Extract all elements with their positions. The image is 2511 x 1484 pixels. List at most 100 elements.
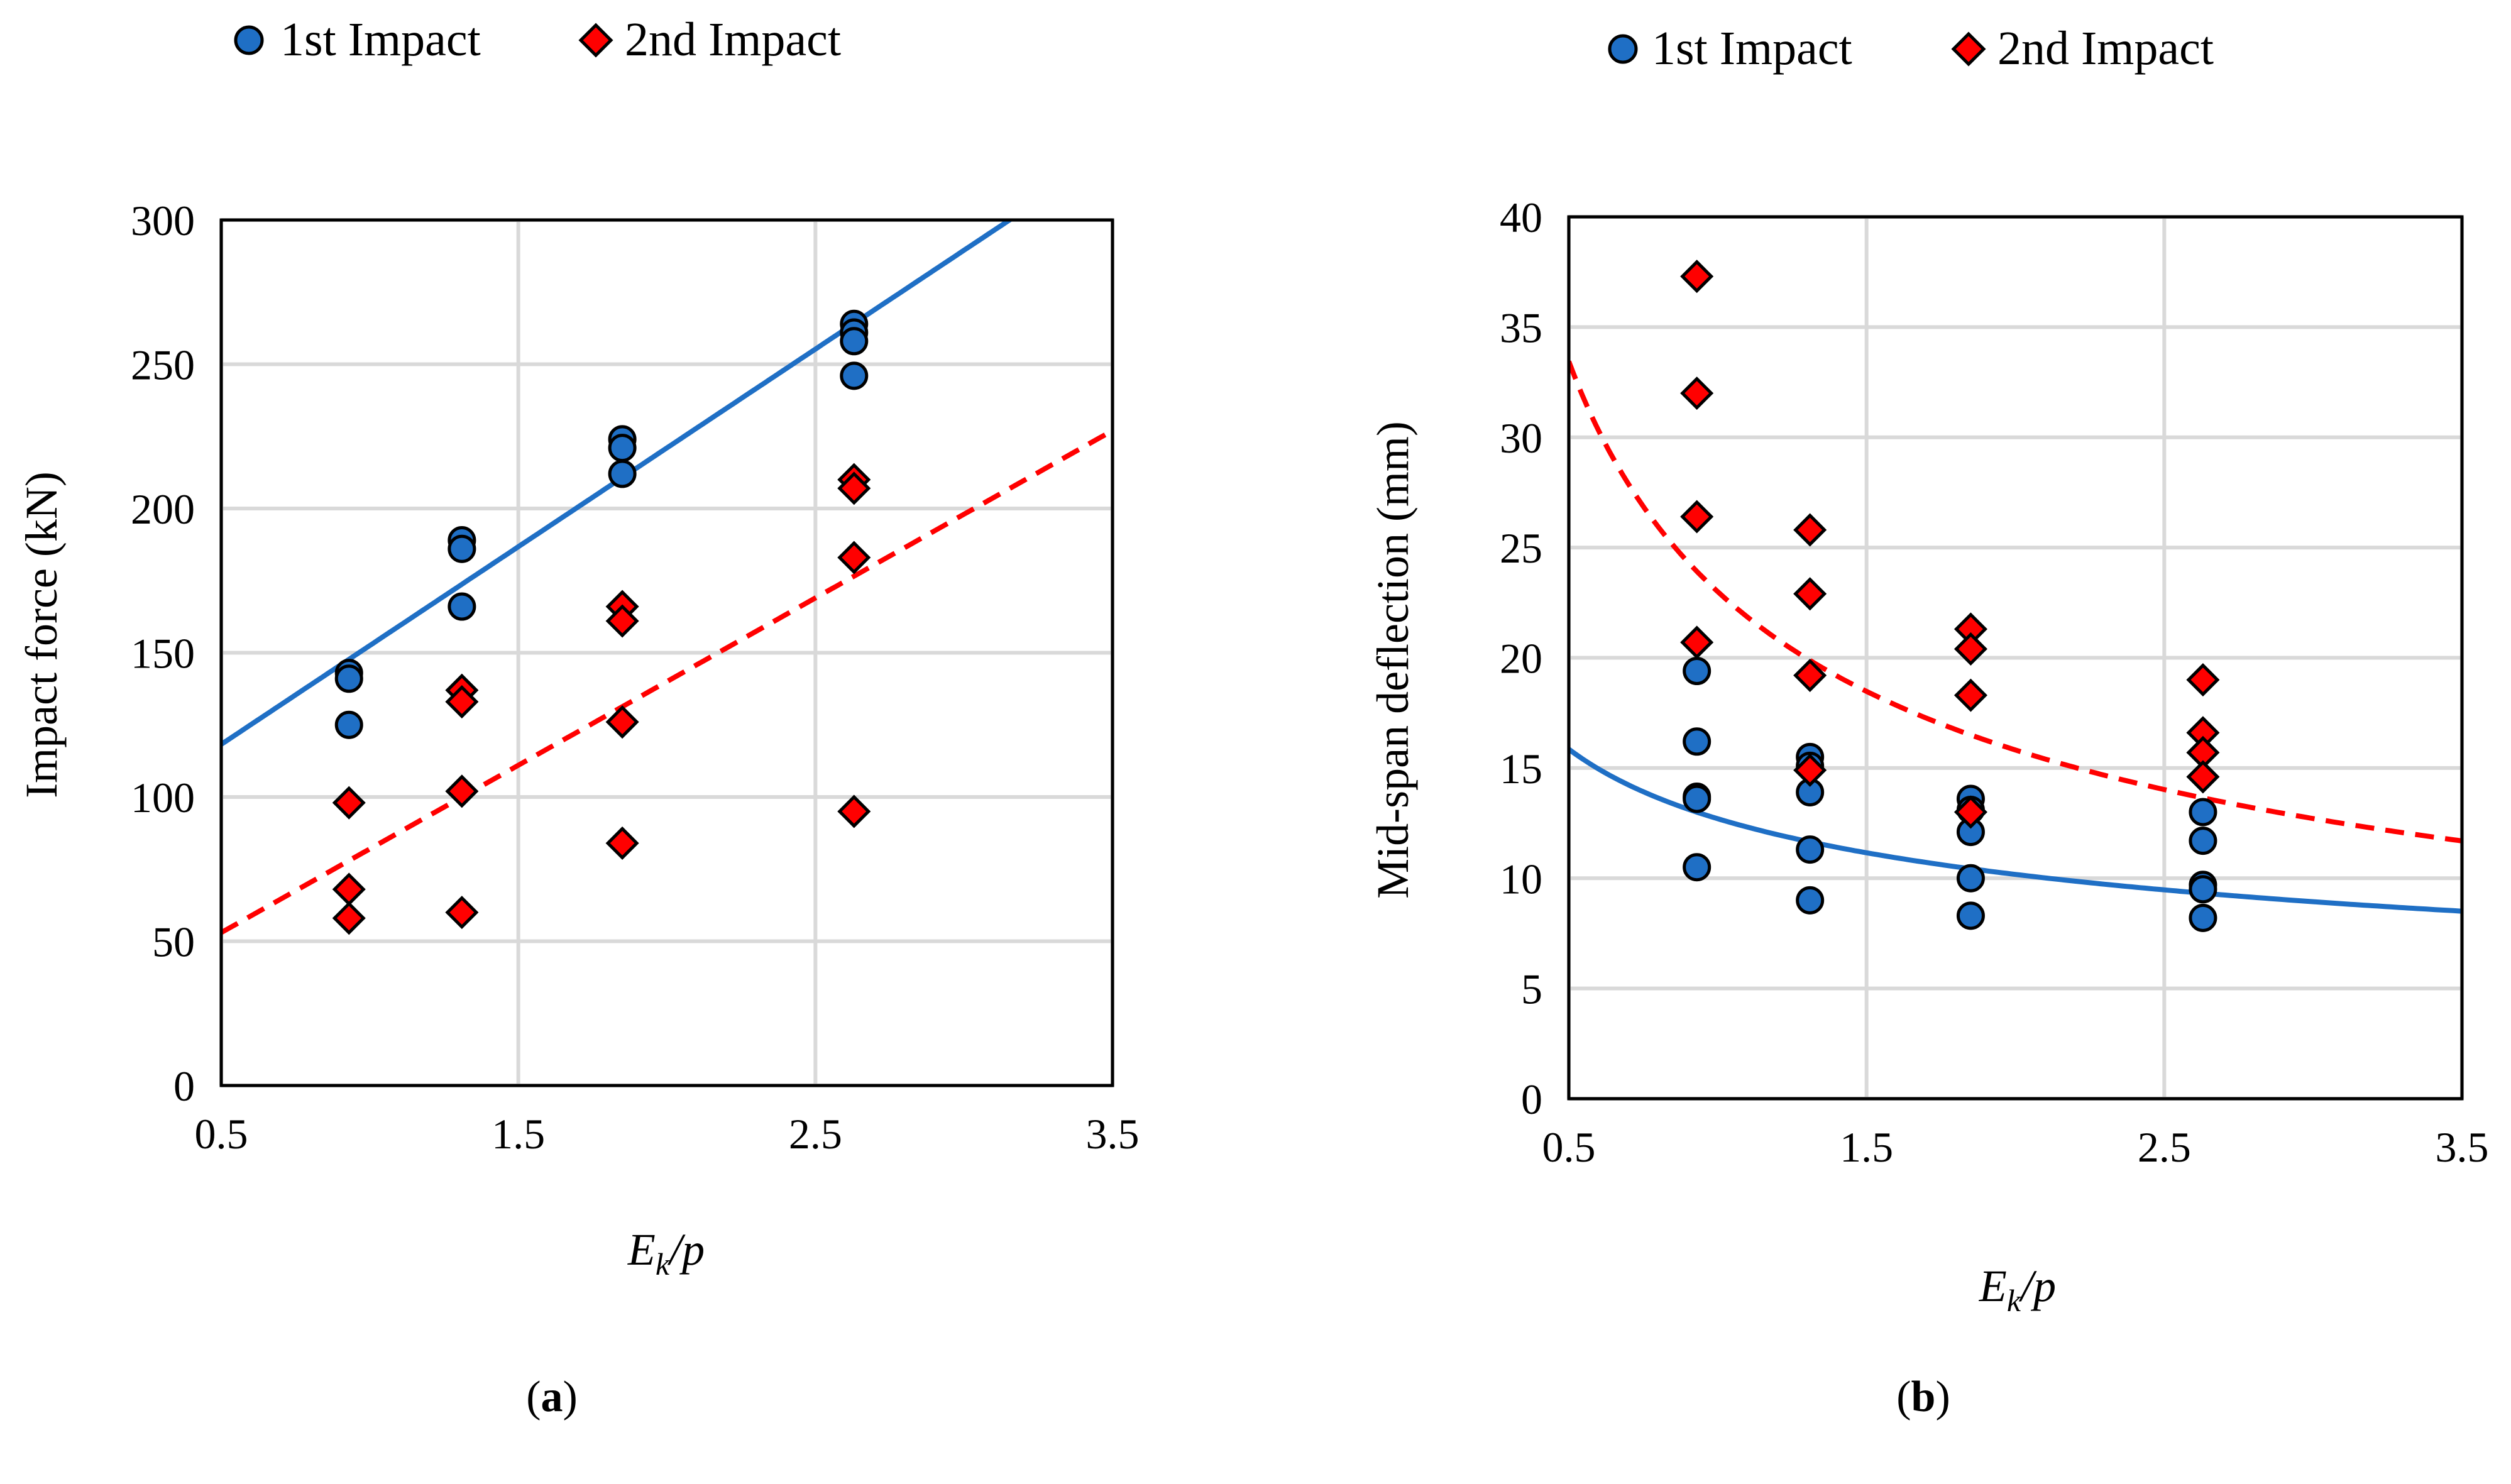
y-axis-label-a: Impact force (kN) <box>16 471 67 798</box>
y-tick-label: 25 <box>1500 524 1542 572</box>
legend-label-2nd-impact-b: 2nd Impact <box>1997 22 2214 75</box>
x-tick-label: 1.5 <box>492 1110 545 1158</box>
legend-marker-2nd-impact <box>578 23 613 58</box>
point-1st-impact <box>840 361 869 390</box>
y-axis-label-b: Mid-span deflection (mm) <box>1368 421 1418 899</box>
point-1st-impact <box>2189 798 2217 827</box>
point-1st-impact <box>334 710 363 739</box>
chart-panel-a: 1st Impact 2nd Impact 0.5 1.5 2.5 3.5 0 50 100… <box>16 13 1140 1421</box>
legend-label-1st-impact: 1st Impact <box>280 13 481 66</box>
point-1st-impact <box>1683 657 1712 686</box>
caption-b: (b) <box>1896 1373 1950 1421</box>
point-2nd-impact <box>1953 795 1987 829</box>
point-2nd-impact <box>332 786 366 820</box>
trendline-2nd-impact <box>1569 360 2462 844</box>
point-2nd-impact <box>445 684 479 719</box>
point-2nd-impact <box>1680 500 1714 534</box>
y-tick-label: 40 <box>1500 194 1542 241</box>
point-2nd-impact <box>837 471 871 505</box>
x-axis-label-a: Ek/p <box>627 1224 705 1282</box>
trendline-1st-impact <box>221 220 1014 747</box>
point-2nd-impact <box>1953 632 1987 666</box>
x-axis-label-sub-b: k <box>2007 1283 2021 1318</box>
plot-frame-b <box>1567 215 2464 1101</box>
y-tick-label: 300 <box>131 197 195 245</box>
point-1st-impact <box>1683 853 1712 882</box>
x-tick-label: 1.5 <box>1840 1123 1893 1171</box>
legend-marker-2nd-impact-b <box>1951 31 1986 67</box>
point-1st-impact <box>1683 784 1712 813</box>
y-tick-label: 100 <box>131 774 195 822</box>
point-2nd-impact <box>332 872 366 906</box>
caption-close-a: ) <box>563 1373 578 1421</box>
legend-b: 1st Impact 2nd Impact <box>1608 22 2214 75</box>
x-axis-label-main-a: E <box>627 1224 656 1275</box>
point-1st-impact <box>2189 827 2217 855</box>
y-tick-label: 200 <box>131 485 195 533</box>
x-axis-label-tail-a: /p <box>667 1224 705 1275</box>
point-1st-impact <box>1796 886 1825 915</box>
point-2nd-impact <box>837 541 871 574</box>
point-2nd-impact <box>1953 678 1987 712</box>
trendline-1st-impact <box>1569 747 2462 914</box>
point-2nd-impact <box>1680 625 1714 659</box>
point-1st-impact <box>608 434 637 463</box>
point-1st-impact <box>448 534 476 563</box>
caption-letter-a: a <box>541 1373 563 1421</box>
legend-label-1st-impact-b: 1st Impact <box>1652 22 1852 75</box>
point-2nd-impact <box>2186 663 2220 697</box>
point-2nd-impact <box>1793 659 1827 693</box>
y-tick-label: 5 <box>1521 965 1542 1013</box>
point-1st-impact <box>840 327 869 356</box>
caption-close-b: ) <box>1935 1373 1950 1421</box>
point-1st-impact <box>334 664 363 693</box>
point-2nd-impact <box>1793 577 1827 611</box>
point-1st-impact <box>2189 903 2217 932</box>
data-points-a <box>332 309 871 935</box>
legend-marker-1st-impact-b <box>1608 34 1638 64</box>
plot-frame-a <box>219 218 1114 1087</box>
x-axis-label-tail-b: /p <box>2018 1261 2056 1311</box>
y-tick-label: 30 <box>1500 414 1542 462</box>
trendlines-a <box>221 220 1113 935</box>
x-axis-label-main-b: E <box>1979 1261 2007 1311</box>
tick-labels-b: 0.5 1.5 2.5 3.5 0 5 10 15 20 25 30 35 40 <box>1500 194 2489 1171</box>
x-axis-label-sub-a: k <box>656 1246 670 1282</box>
x-tick-label: 0.5 <box>1542 1123 1596 1171</box>
point-2nd-impact <box>332 901 366 935</box>
y-tick-label: 250 <box>131 341 195 389</box>
y-tick-label: 20 <box>1500 635 1542 683</box>
caption-a: (a) <box>526 1373 578 1421</box>
y-tick-label: 50 <box>152 918 195 966</box>
caption-open-b: ( <box>1896 1373 1911 1421</box>
data-points-b <box>1680 260 2220 932</box>
point-1st-impact <box>608 459 637 488</box>
point-1st-impact <box>448 592 476 621</box>
tick-labels-a: 0.5 1.5 2.5 3.5 0 50 100 150 200 250 300 <box>131 197 1140 1158</box>
y-tick-label: 0 <box>173 1062 195 1110</box>
legend-label-2nd-impact: 2nd Impact <box>625 13 841 66</box>
y-tick-label: 10 <box>1500 855 1542 903</box>
y-tick-label: 15 <box>1500 745 1542 793</box>
x-axis-label-b: Ek/p <box>1979 1261 2056 1318</box>
x-tick-label: 2.5 <box>2138 1123 2191 1171</box>
legend-marker-1st-impact <box>234 25 264 55</box>
x-tick-label: 3.5 <box>2436 1123 2489 1171</box>
x-tick-label: 0.5 <box>195 1110 248 1158</box>
y-tick-label: 35 <box>1500 304 1542 351</box>
point-2nd-impact <box>1793 513 1827 547</box>
trendline-2nd-impact <box>221 428 1113 935</box>
y-tick-label: 150 <box>131 630 195 678</box>
point-2nd-impact <box>445 774 479 808</box>
point-2nd-impact <box>1793 753 1827 787</box>
caption-letter-b: b <box>1911 1373 1936 1421</box>
point-1st-impact <box>2189 875 2217 904</box>
point-1st-impact <box>1956 901 1985 930</box>
point-1st-impact <box>1956 864 1985 893</box>
point-2nd-impact <box>605 826 639 860</box>
point-2nd-impact <box>445 896 479 930</box>
point-2nd-impact <box>1680 260 1714 294</box>
point-2nd-impact <box>837 794 871 828</box>
chart-panel-b: 1st Impact 2nd Impact 0.5 1.5 2.5 3.5 0 5 10 15… <box>1368 22 2489 1421</box>
